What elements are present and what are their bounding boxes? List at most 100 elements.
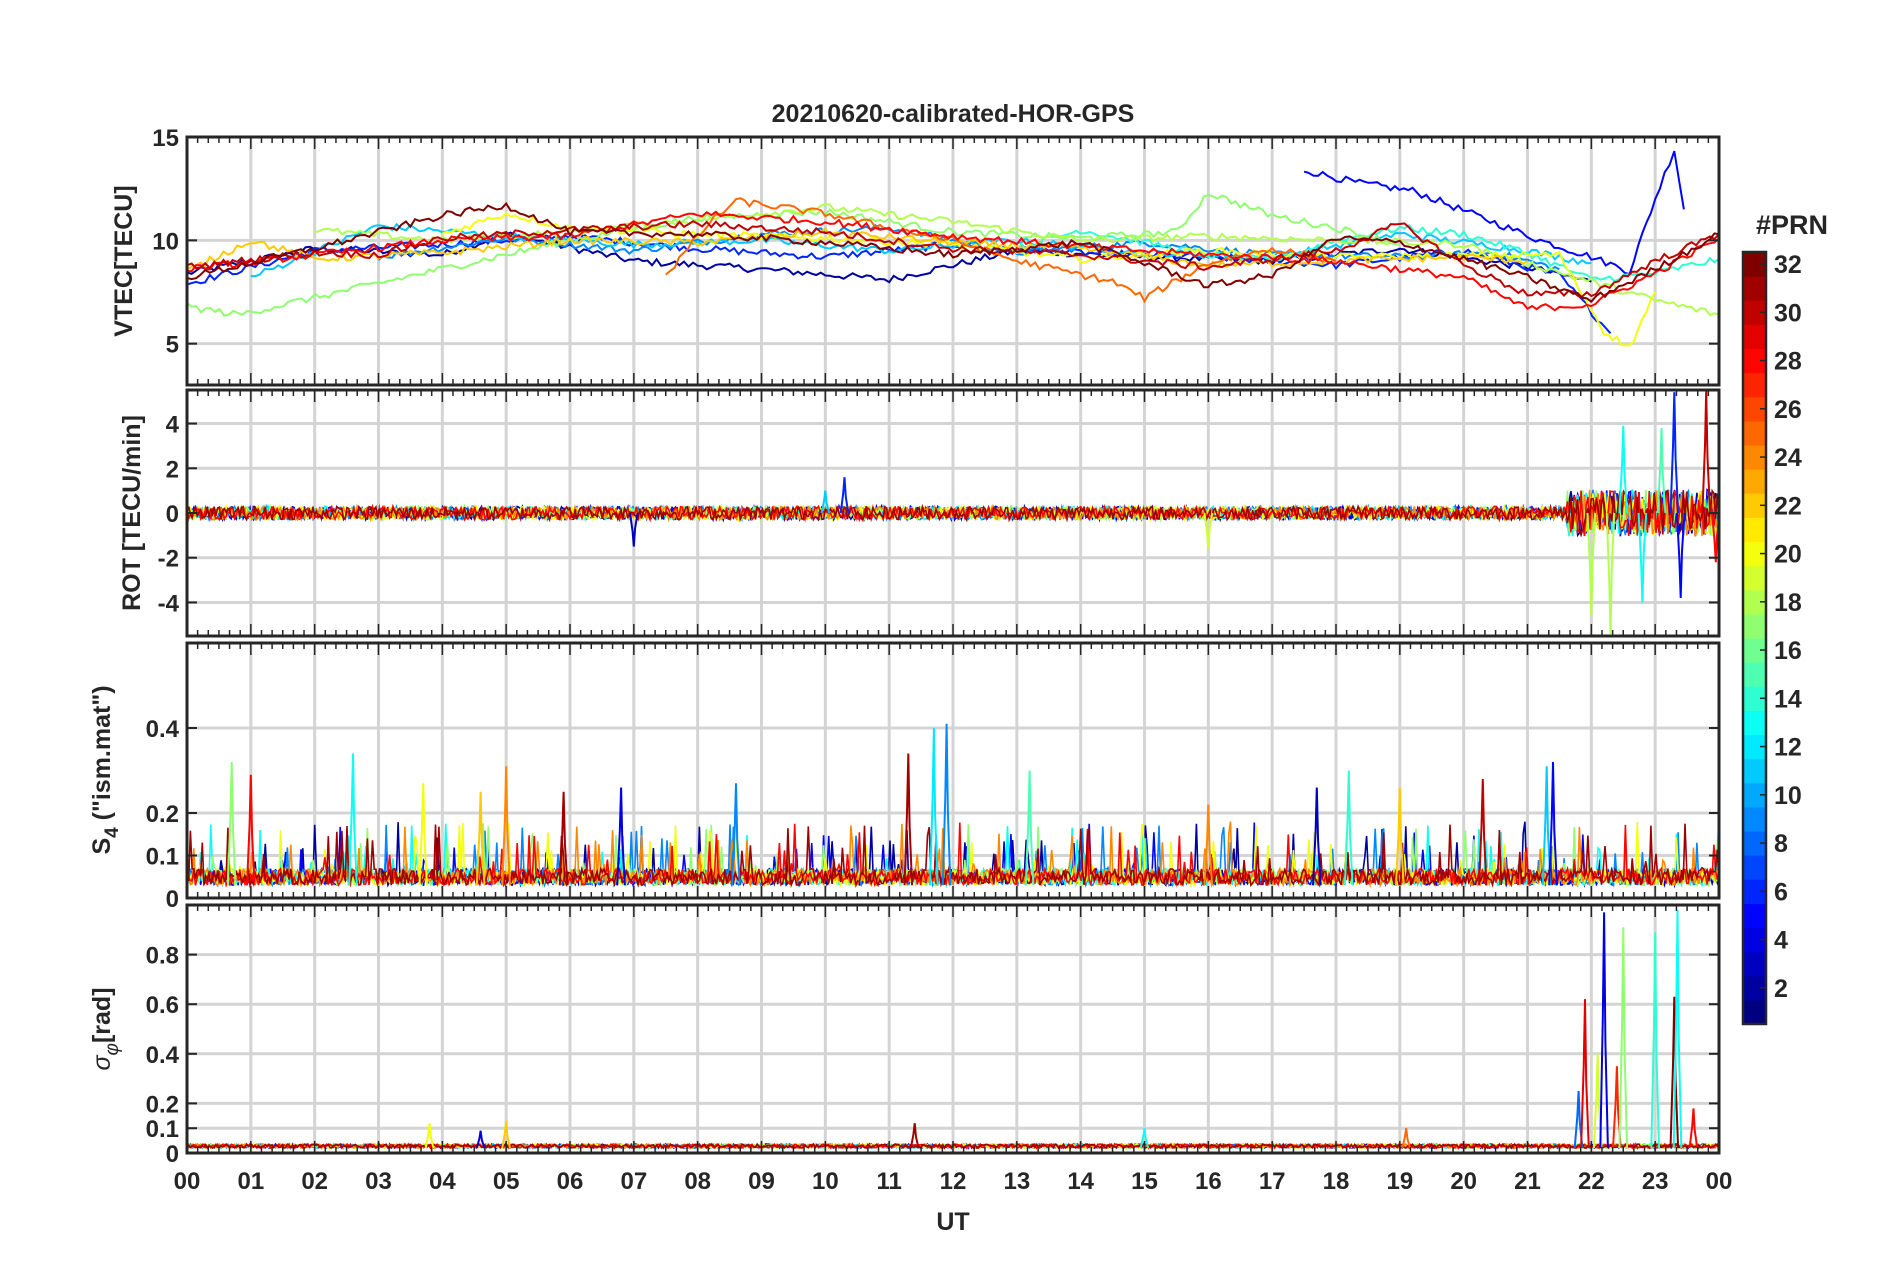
colorbar-tick-label: 28 <box>1774 348 1802 376</box>
colorbar-tick-label: 32 <box>1774 251 1802 279</box>
colorbar-level-15 <box>1743 662 1766 687</box>
y-tick-label: -2 <box>158 546 179 573</box>
x-tick-label: 12 <box>940 1168 967 1195</box>
x-tick-label: 18 <box>1323 1168 1350 1195</box>
colorbar-tick-label: 2 <box>1774 975 1788 1003</box>
colorbar-level-24 <box>1743 445 1766 470</box>
colorbar-level-29 <box>1743 324 1766 350</box>
sigphi-spike-prn-19 <box>1592 1053 1603 1149</box>
colorbar-level-27 <box>1743 372 1766 398</box>
panel-rot: -4 -2 0 2 4 ROT [TECU/min] <box>118 388 1721 638</box>
sigphi-spike-prn-17 <box>1618 927 1629 1149</box>
x-tick-label: 16 <box>1195 1168 1222 1195</box>
panel-sigphi: 00.10.2 0.4 0.6 0.8 σφ[rad] <box>88 903 1721 1168</box>
vtec-series-prn-6 <box>187 232 1612 334</box>
colorbar-tick-label: 30 <box>1774 299 1802 327</box>
sigphi-spike-prn-20 <box>424 1123 435 1149</box>
rot-spike-prn-18 <box>1605 512 1616 634</box>
panel-vtec: 5 10 15 VTEC[TECU] <box>110 125 1721 387</box>
s4-series-group <box>187 723 1719 889</box>
rot-spike-prn-30 <box>1701 390 1712 514</box>
x-tick-label: 00 <box>174 1168 201 1195</box>
x-tick-label: 07 <box>620 1168 647 1195</box>
rot-spike-prn-6 <box>839 477 850 514</box>
s4-spike-prn-14 <box>1343 770 1354 886</box>
y-tick-label: 0.2 <box>146 1091 179 1118</box>
s4-spike-prn-24 <box>501 766 511 886</box>
panel-s4: 0 0.1 0.2 0.4 S4 ("ism.mat") <box>88 641 1721 913</box>
rot-spike-prn-19 <box>1203 512 1214 549</box>
colorbar-level-28 <box>1743 348 1766 374</box>
vtec-ylabel: VTEC[TECU] <box>110 185 138 336</box>
x-tick-label: 17 <box>1259 1168 1286 1195</box>
y-tick-label: 0.1 <box>146 1116 179 1143</box>
sigphi-grid <box>185 905 1721 1155</box>
s4-spike-prn-3 <box>1312 787 1322 886</box>
colorbar-tick-label: 14 <box>1774 685 1802 713</box>
s4-axes-box <box>185 641 1721 900</box>
s4-spike-prn-28 <box>246 774 256 886</box>
sigphi-ylabel-rest: [rad] <box>88 987 116 1043</box>
colorbar-tick-label: 26 <box>1774 396 1802 424</box>
s4-spike-prn-12 <box>929 727 939 886</box>
colorbar-level-31 <box>1743 276 1766 301</box>
rot-spike-prn-5 <box>1675 512 1686 599</box>
x-tick-label: 10 <box>812 1168 839 1195</box>
colorbar-level-5 <box>1743 903 1766 929</box>
s4-spike-prn-5 <box>1548 761 1558 886</box>
sigphi-ylabel-sub: φ <box>102 1043 123 1055</box>
rot-trace-prn-28 <box>187 490 1719 537</box>
rot-trace-prn-31 <box>187 488 1719 538</box>
y-tick-label: 0.6 <box>146 992 179 1019</box>
vtec-series-prn-30 <box>187 220 1719 298</box>
sigphi-spike-prn-13 <box>1672 909 1683 1149</box>
colorbar-level-18 <box>1743 589 1766 615</box>
colorbar-level-22 <box>1743 493 1766 518</box>
colorbar-level-20 <box>1743 541 1766 567</box>
s4-ylabel-main: S <box>88 838 116 855</box>
vtec-series-prn-5 <box>1303 150 1685 276</box>
s4-spike-prn-24 <box>1203 804 1214 886</box>
colorbar-level-4 <box>1743 927 1766 953</box>
vtec-series-group <box>187 150 1719 347</box>
x-tick-label: 20 <box>1450 1168 1477 1195</box>
s4-ticks: 0 0.1 0.2 0.4 <box>146 643 1720 913</box>
colorbar-level-17 <box>1743 613 1766 639</box>
sigphi-spike-prn-4 <box>1599 912 1609 1149</box>
rot-axes-box <box>185 388 1721 638</box>
colorbar-level-25 <box>1743 420 1766 446</box>
rot-spike-prn-18 <box>1586 512 1597 616</box>
vtec-axes-box <box>185 135 1721 387</box>
colorbar-level-21 <box>1743 517 1766 543</box>
sigphi-spike-prn-28 <box>1688 1108 1699 1149</box>
colorbar-level-6 <box>1743 879 1766 904</box>
rot-spike-prn-11 <box>820 490 831 514</box>
y-tick-label: 0 <box>166 886 179 913</box>
rot-spike-prn-13 <box>1618 425 1629 514</box>
colorbar-tick-label: 16 <box>1774 637 1802 665</box>
sigphi-spike-prn-25 <box>1401 1128 1411 1149</box>
y-tick-label: 0.4 <box>146 716 180 743</box>
sigphi-spike-prn-22 <box>501 1120 511 1149</box>
sigphi-ylabel-main: σ <box>88 1055 116 1071</box>
sigphi-spike-prn-4 <box>475 1130 486 1149</box>
colorbar-level-9 <box>1743 806 1766 832</box>
colorbar-level-30 <box>1743 300 1766 325</box>
x-tick-label: 03 <box>365 1168 392 1195</box>
colorbar-tick-label: 20 <box>1774 541 1802 569</box>
sigphi-ylabel: σφ[rad] <box>88 987 123 1070</box>
s4-spike-prn-13 <box>348 753 358 886</box>
sigphi-axes-box <box>185 903 1721 1155</box>
s4-spike-prn-4 <box>616 787 626 886</box>
y-tick-label: -4 <box>158 590 180 617</box>
x-tick-label: 23 <box>1642 1168 1669 1195</box>
colorbar-level-32 <box>1743 252 1766 277</box>
y-tick-label: 4 <box>166 412 180 439</box>
x-axis-label: UT <box>936 1208 969 1236</box>
colorbar-level-2 <box>1743 975 1766 1001</box>
colorbar-level-7 <box>1743 855 1766 880</box>
colorbar-tick-label: 6 <box>1774 878 1788 906</box>
